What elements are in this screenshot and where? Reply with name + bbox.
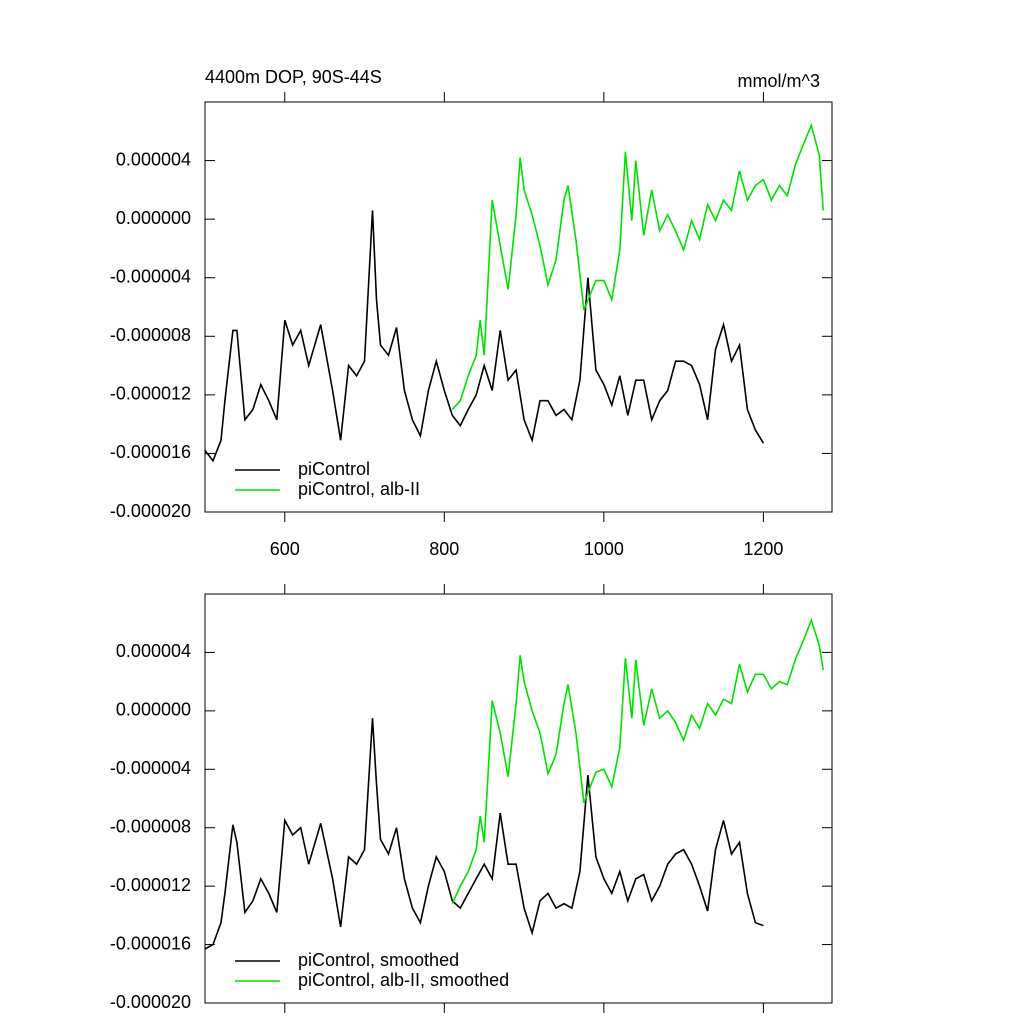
- y-tick-label: -0.000004: [110, 266, 191, 286]
- data-line: [451, 122, 824, 411]
- y-tick-label: 0.000004: [116, 149, 191, 169]
- data-line: [204, 210, 765, 463]
- legend-label: piControl, alb-II: [298, 479, 420, 499]
- y-tick-label: -0.000016: [110, 933, 191, 953]
- x-tick-label: 600: [270, 539, 300, 559]
- legend-label: piControl: [298, 459, 370, 479]
- y-tick-label: 0.000000: [116, 208, 191, 228]
- y-tick-label: -0.000016: [110, 442, 191, 462]
- y-tick-label: -0.000012: [110, 875, 191, 895]
- y-tick-label: -0.000020: [110, 501, 191, 521]
- y-tick-label: -0.000008: [110, 325, 191, 345]
- plot-frame: [204, 101, 833, 513]
- legend-label: piControl, smoothed: [298, 950, 459, 970]
- plot-frame: [204, 593, 833, 1004]
- x-tick-label: 1000: [584, 539, 624, 559]
- chart-title: 4400m DOP, 90S-44S: [205, 67, 382, 87]
- data-line: [204, 718, 764, 950]
- y-tick-label: -0.000012: [110, 384, 191, 404]
- legend-label: piControl, alb-II, smoothed: [298, 970, 509, 990]
- y-tick-label: -0.000004: [110, 758, 191, 778]
- x-tick-label: 1200: [743, 539, 783, 559]
- units-label: mmol/m^3: [738, 71, 820, 91]
- y-tick-label: -0.000008: [110, 816, 191, 836]
- data-line: [451, 617, 824, 905]
- x-tick-label: 800: [429, 539, 459, 559]
- y-tick-label: 0.000004: [116, 641, 191, 661]
- y-tick-label: 0.000000: [116, 700, 191, 720]
- y-tick-label: -0.000020: [110, 992, 191, 1012]
